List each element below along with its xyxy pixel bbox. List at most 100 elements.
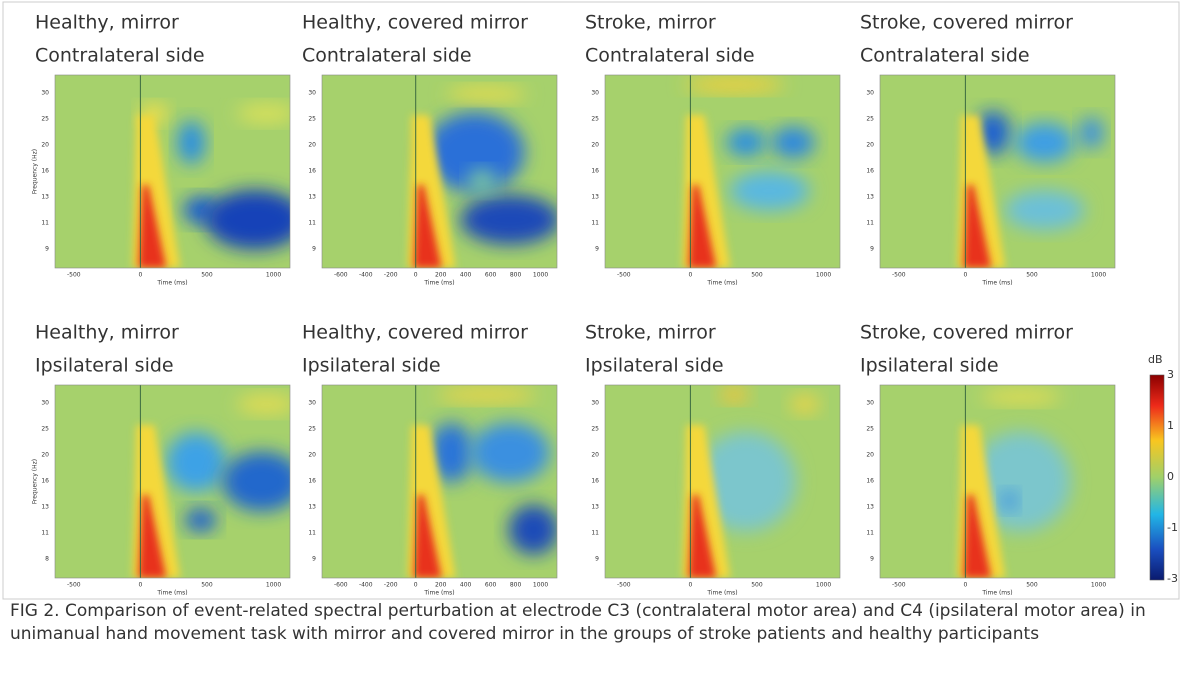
x-tick-label: -500 (617, 272, 631, 279)
y-tick-label: 13 (41, 194, 49, 201)
x-tick-label: 1000 (1091, 272, 1106, 279)
y-tick-label: 25 (41, 426, 49, 433)
y-tick-label: 25 (591, 426, 599, 433)
x-axis-label: Time (ms) (423, 590, 454, 597)
y-tick-label: 13 (308, 504, 316, 511)
y-tick-label: 20 (591, 142, 599, 149)
panel: Stroke, mirrorIpsilateral side3025201613… (585, 322, 840, 597)
y-tick-label: 11 (41, 220, 49, 227)
x-tick-label: -600 (334, 272, 348, 279)
y-tick-label: 20 (308, 142, 316, 149)
y-tick-label: 20 (308, 452, 316, 459)
x-tick-label: -500 (67, 272, 81, 279)
x-tick-label: 0 (688, 272, 692, 279)
x-tick-label: 400 (460, 272, 472, 279)
y-tick-label: 13 (866, 504, 874, 511)
panel-title: Stroke, mirror (585, 322, 716, 344)
x-tick-label: 1000 (533, 582, 548, 589)
y-tick-label: 16 (308, 168, 316, 175)
heatmap-blob (1005, 190, 1085, 230)
x-tick-label: -500 (67, 582, 81, 589)
heatmap-blob (790, 394, 820, 414)
x-tick-label: 800 (510, 272, 522, 279)
y-tick-label: 30 (308, 90, 316, 97)
x-tick-label: -600 (334, 582, 348, 589)
heatmap (880, 385, 1115, 578)
heatmap-blob (1015, 123, 1075, 163)
y-tick-label: 9 (595, 246, 599, 253)
heatmap (55, 75, 305, 268)
x-tick-label: -200 (384, 272, 398, 279)
colorbar-tick: 1 (1167, 419, 1174, 432)
y-tick-label: 9 (45, 246, 49, 253)
heatmap-blob (166, 432, 226, 492)
x-tick-label: -500 (617, 582, 631, 589)
panel-title: Contralateral side (585, 45, 755, 67)
panel-title: Ipsilateral side (302, 355, 441, 377)
y-tick-label: 25 (591, 116, 599, 123)
x-tick-label: 500 (1026, 582, 1038, 589)
x-tick-label: 0 (688, 582, 692, 589)
x-tick-label: 500 (751, 582, 763, 589)
heatmap-blob (185, 508, 217, 532)
heatmap-blob (726, 129, 766, 157)
x-tick-label: 500 (201, 582, 213, 589)
colorbar-tick: 0 (1167, 470, 1174, 483)
y-tick-label: 30 (41, 90, 49, 97)
y-tick-label: 11 (591, 220, 599, 227)
x-tick-label: 1000 (533, 272, 548, 279)
panel: Healthy, covered mirror Contralateral sid… (302, 12, 560, 287)
panel-title: Healthy, mirror (35, 12, 179, 34)
heatmap-blob (468, 169, 496, 193)
y-axis-label: Frequency (Hz) (32, 459, 39, 504)
x-tick-label: 200 (435, 272, 447, 279)
y-tick-label: 9 (870, 556, 874, 563)
x-tick-label: -500 (892, 582, 906, 589)
y-tick-label: 16 (41, 478, 49, 485)
y-tick-label: 16 (41, 168, 49, 175)
panel-title: Healthy, covered mirror (302, 12, 528, 34)
heatmap-blob (237, 394, 297, 414)
heatmap-blob (719, 387, 749, 403)
x-tick-label: 1000 (266, 272, 281, 279)
x-tick-label: 1000 (266, 582, 281, 589)
y-tick-label: 30 (866, 90, 874, 97)
y-tick-label: 25 (866, 116, 874, 123)
heatmap (322, 75, 560, 268)
y-tick-label: 25 (308, 426, 316, 433)
y-tick-label: 30 (308, 400, 316, 407)
heatmap-blob (509, 505, 559, 555)
y-tick-label: 9 (595, 556, 599, 563)
x-tick-label: -400 (359, 582, 373, 589)
x-tick-label: -500 (892, 272, 906, 279)
panel-title: Contralateral side (35, 45, 205, 67)
heatmap-blob (437, 387, 537, 403)
y-axis-label: Frequency (Hz) (32, 149, 39, 194)
panel-title: Stroke, covered mirror (860, 12, 1073, 34)
heatmap-blob (447, 86, 527, 102)
panel-title: Ipsilateral side (35, 355, 174, 377)
y-tick-label: 11 (41, 530, 49, 537)
colorbar-label: dB (1148, 353, 1163, 366)
heatmap-blob (237, 104, 297, 124)
panel-title: Contralateral side (302, 45, 472, 67)
y-tick-label: 20 (866, 452, 874, 459)
panel-title: Healthy, covered mirror (302, 322, 528, 344)
y-tick-label: 30 (591, 400, 599, 407)
x-tick-label: 400 (460, 582, 472, 589)
x-tick-label: -400 (359, 272, 373, 279)
heatmap (605, 75, 840, 268)
heatmap-blob (730, 171, 810, 211)
y-tick-label: 8 (45, 556, 49, 563)
y-tick-label: 16 (591, 478, 599, 485)
x-axis-label: Time (ms) (156, 590, 187, 597)
panel-title: Ipsilateral side (860, 355, 999, 377)
x-tick-label: 1000 (816, 272, 831, 279)
y-tick-label: 20 (591, 452, 599, 459)
heatmap-blob (771, 127, 815, 159)
figure: Healthy, mirror Contralateral side 30 25 20 1… (0, 0, 1184, 687)
x-tick-label: 500 (751, 272, 763, 279)
panel: Healthy, covered mirror Ipsilateral side 3… (302, 322, 559, 597)
x-axis-label: Time (ms) (706, 590, 737, 597)
